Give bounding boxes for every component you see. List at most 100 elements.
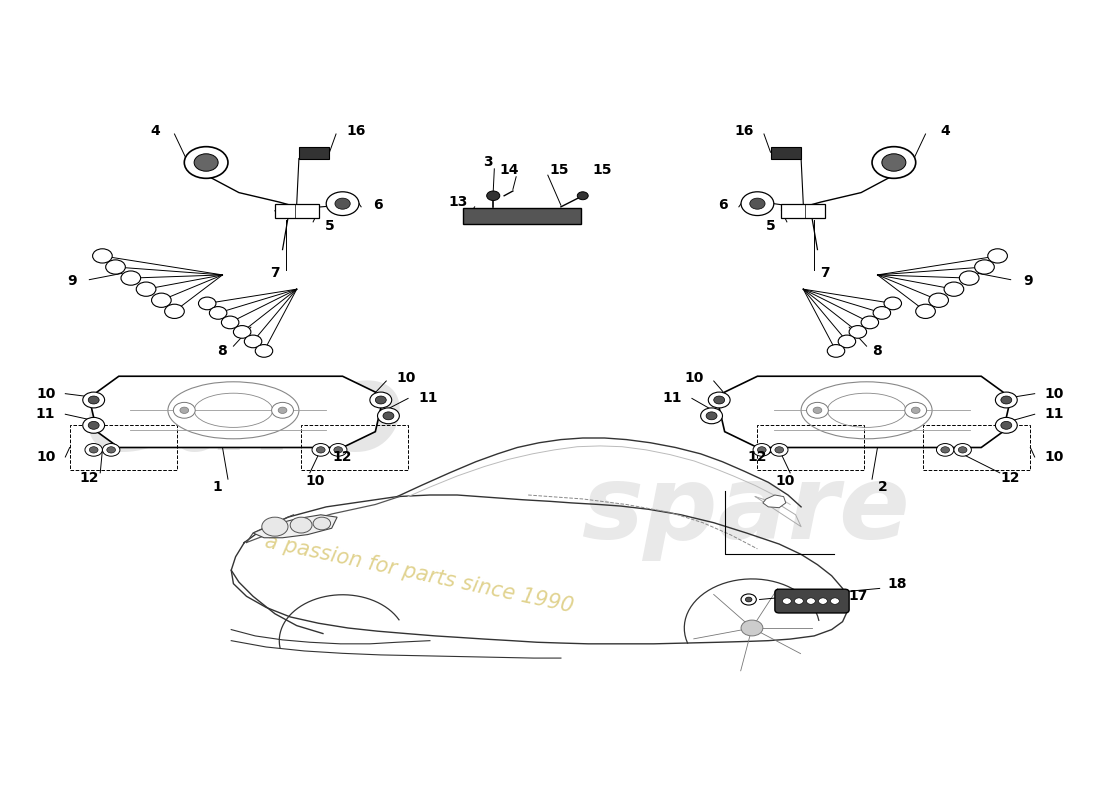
- Circle shape: [244, 335, 262, 348]
- Circle shape: [774, 446, 783, 453]
- Circle shape: [758, 446, 766, 453]
- Text: 11: 11: [418, 391, 438, 406]
- Text: 10: 10: [36, 450, 55, 464]
- Text: 7: 7: [271, 266, 279, 280]
- Circle shape: [89, 446, 98, 453]
- Circle shape: [334, 446, 342, 453]
- Circle shape: [915, 304, 935, 318]
- Polygon shape: [91, 376, 381, 447]
- Circle shape: [708, 392, 730, 408]
- Circle shape: [882, 154, 906, 171]
- Text: spare: spare: [582, 460, 911, 562]
- Bar: [69, 426, 177, 470]
- Text: 10: 10: [776, 474, 794, 488]
- Circle shape: [884, 297, 902, 310]
- Circle shape: [806, 402, 828, 418]
- Circle shape: [314, 517, 331, 530]
- Circle shape: [82, 392, 104, 408]
- Circle shape: [136, 282, 156, 296]
- Circle shape: [706, 412, 717, 420]
- Text: 8: 8: [872, 344, 882, 358]
- Text: 4: 4: [150, 124, 160, 138]
- Bar: [299, 147, 330, 158]
- Bar: [770, 147, 801, 158]
- Circle shape: [782, 598, 791, 604]
- Text: 15: 15: [549, 163, 569, 178]
- Circle shape: [873, 306, 891, 319]
- Text: euro: euro: [84, 355, 405, 476]
- Circle shape: [330, 443, 346, 456]
- Circle shape: [180, 407, 189, 414]
- Circle shape: [830, 598, 839, 604]
- Circle shape: [327, 192, 359, 215]
- Circle shape: [996, 392, 1018, 408]
- Text: 10: 10: [36, 386, 55, 401]
- Circle shape: [88, 422, 99, 430]
- Circle shape: [194, 154, 218, 171]
- FancyBboxPatch shape: [774, 590, 849, 613]
- Text: 7: 7: [821, 266, 829, 280]
- Text: 3: 3: [483, 155, 493, 170]
- Circle shape: [813, 407, 822, 414]
- Circle shape: [165, 304, 185, 318]
- Circle shape: [92, 249, 112, 263]
- Text: 11: 11: [662, 391, 682, 406]
- Circle shape: [714, 396, 725, 404]
- Text: 5: 5: [766, 219, 775, 233]
- Circle shape: [701, 408, 723, 424]
- Polygon shape: [763, 495, 785, 508]
- Circle shape: [383, 412, 394, 420]
- Circle shape: [975, 260, 994, 274]
- Circle shape: [849, 326, 867, 338]
- Circle shape: [272, 402, 294, 418]
- Text: 6: 6: [717, 198, 727, 212]
- Circle shape: [107, 446, 116, 453]
- Circle shape: [988, 249, 1008, 263]
- Circle shape: [334, 198, 350, 210]
- Circle shape: [174, 402, 195, 418]
- Text: 12: 12: [748, 450, 767, 464]
- Polygon shape: [253, 514, 337, 538]
- Circle shape: [262, 517, 288, 536]
- Text: 14: 14: [499, 163, 519, 178]
- Text: 10: 10: [396, 371, 416, 385]
- Circle shape: [152, 293, 172, 307]
- Circle shape: [754, 443, 770, 456]
- Circle shape: [770, 443, 788, 456]
- Circle shape: [106, 260, 125, 274]
- Text: 12: 12: [79, 470, 99, 485]
- Circle shape: [255, 345, 273, 358]
- Circle shape: [82, 418, 104, 434]
- Text: 15: 15: [593, 163, 612, 178]
- Text: 10: 10: [684, 371, 704, 385]
- Text: a passion for parts since 1990: a passion for parts since 1990: [263, 532, 575, 617]
- Circle shape: [221, 316, 239, 329]
- Circle shape: [317, 446, 326, 453]
- Text: 18: 18: [888, 577, 906, 590]
- Text: 6: 6: [373, 198, 383, 212]
- Circle shape: [944, 282, 964, 296]
- Circle shape: [741, 620, 763, 636]
- Circle shape: [940, 446, 949, 453]
- Text: 5: 5: [324, 219, 334, 233]
- Text: 9: 9: [67, 274, 77, 288]
- Text: 1: 1: [212, 480, 222, 494]
- Circle shape: [928, 293, 948, 307]
- Text: 4: 4: [940, 124, 950, 138]
- Text: 12: 12: [1001, 470, 1021, 485]
- Circle shape: [377, 408, 399, 424]
- Bar: [275, 204, 319, 218]
- Circle shape: [958, 446, 967, 453]
- Text: 10: 10: [306, 474, 324, 488]
- Circle shape: [185, 146, 228, 178]
- Text: 16: 16: [346, 124, 365, 138]
- Circle shape: [1001, 396, 1012, 404]
- Circle shape: [746, 597, 752, 602]
- Text: 13: 13: [449, 195, 468, 209]
- Circle shape: [996, 418, 1018, 434]
- Circle shape: [121, 271, 141, 286]
- Text: 11: 11: [1045, 407, 1064, 422]
- Bar: [463, 209, 581, 224]
- Bar: [301, 426, 408, 470]
- Circle shape: [936, 443, 954, 456]
